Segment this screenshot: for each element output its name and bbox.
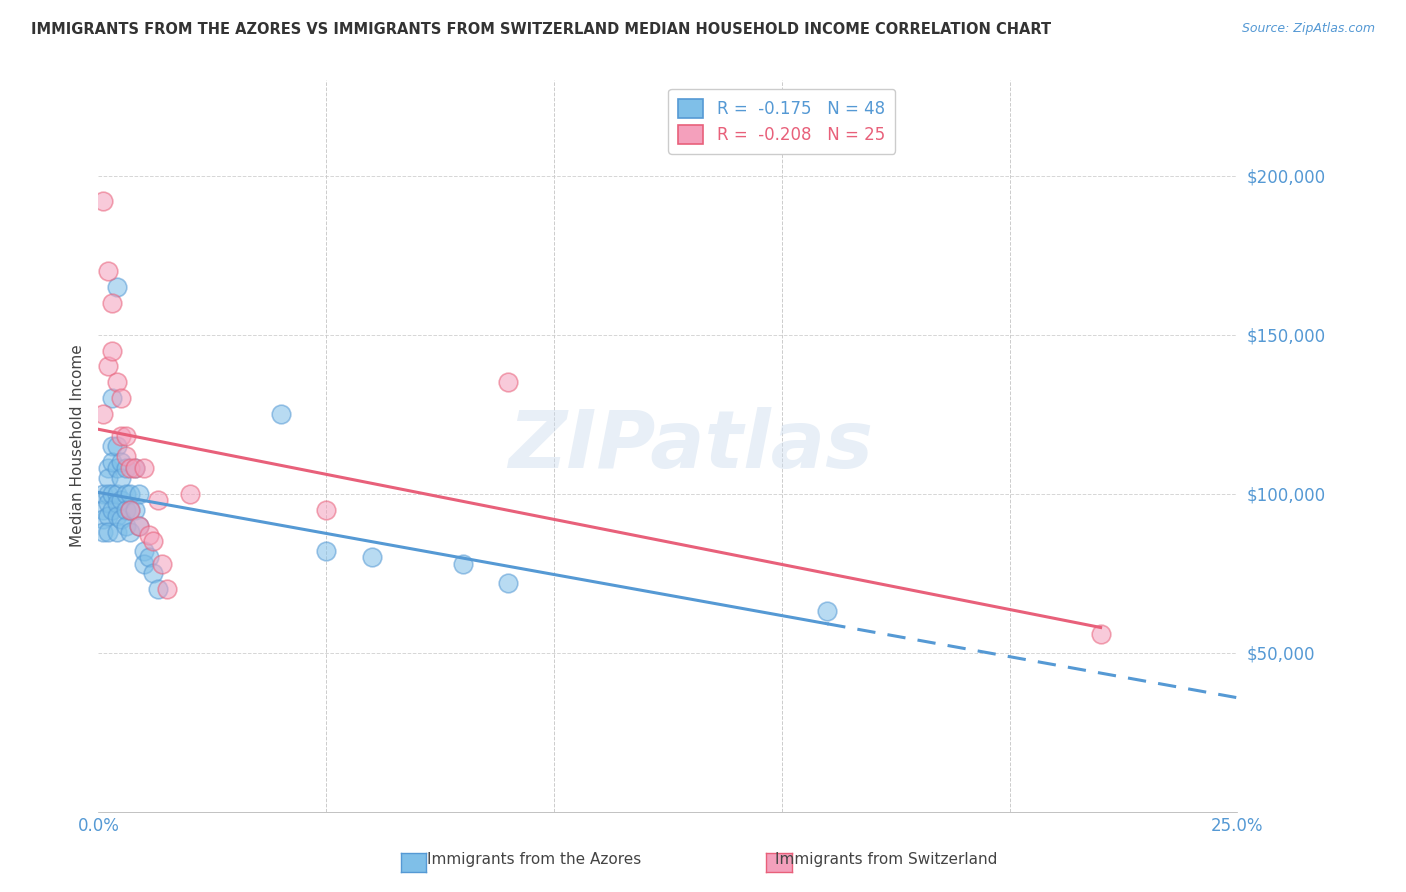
Text: ZIPatlas: ZIPatlas (508, 407, 873, 485)
Point (110, 471, 132, 485)
Point (120, 461, 142, 475)
Point (114, 429, 136, 443)
Point (114, 518, 136, 533)
Point (451, 557, 474, 571)
Point (132, 544, 155, 558)
Point (105, 496, 128, 510)
Point (96, 461, 118, 475)
Point (91, 486, 114, 500)
Point (179, 486, 201, 500)
Point (110, 455, 132, 469)
Point (105, 508, 128, 523)
Point (91, 407, 114, 421)
Point (156, 582, 179, 596)
Point (105, 461, 128, 475)
Point (124, 461, 146, 475)
Point (110, 429, 132, 443)
Point (270, 407, 292, 421)
Point (142, 566, 165, 581)
Point (105, 280, 128, 294)
Point (360, 550, 382, 565)
Point (101, 439, 124, 453)
Text: IMMIGRANTS FROM THE AZORES VS IMMIGRANTS FROM SWITZERLAND MEDIAN HOUSEHOLD INCOM: IMMIGRANTS FROM THE AZORES VS IMMIGRANTS… (31, 22, 1052, 37)
Point (498, 575, 520, 590)
Point (315, 544, 337, 558)
Point (96, 508, 118, 523)
Point (105, 524, 128, 539)
Point (96, 471, 118, 485)
Point (120, 486, 142, 500)
Point (138, 528, 160, 542)
Point (96, 524, 118, 539)
Point (114, 449, 136, 463)
Point (142, 534, 165, 549)
Point (146, 582, 169, 596)
Point (101, 486, 124, 500)
Point (91, 524, 114, 539)
Point (101, 502, 124, 516)
Point (150, 557, 173, 571)
Point (105, 376, 128, 390)
Point (128, 486, 150, 500)
Point (124, 502, 146, 516)
Point (96, 486, 118, 500)
Point (110, 493, 132, 508)
Point (110, 512, 132, 526)
Point (146, 493, 169, 508)
Point (96, 496, 118, 510)
Point (120, 524, 142, 539)
Point (815, 604, 838, 618)
Point (132, 461, 155, 475)
Point (120, 502, 142, 516)
Point (101, 392, 124, 406)
Point (105, 439, 128, 453)
Point (114, 486, 136, 500)
Point (114, 461, 136, 475)
Point (114, 502, 136, 516)
Point (91, 512, 114, 526)
Y-axis label: Median Household Income: Median Household Income (69, 344, 84, 548)
Point (128, 518, 150, 533)
Point (110, 392, 132, 406)
Point (315, 502, 337, 516)
Point (101, 455, 124, 469)
Point (91, 194, 114, 208)
Point (101, 296, 124, 310)
Point (124, 461, 146, 475)
Point (91, 502, 114, 516)
Point (132, 557, 155, 571)
Point (138, 550, 160, 565)
Point (105, 486, 128, 500)
Legend: R =  -0.175   N = 48, R =  -0.208   N = 25: R = -0.175 N = 48, R = -0.208 N = 25 (668, 88, 896, 153)
Point (120, 502, 142, 516)
Point (96, 359, 118, 374)
Point (101, 343, 124, 358)
Text: Immigrants from Switzerland: Immigrants from Switzerland (775, 852, 997, 867)
Point (128, 518, 150, 533)
Text: Source: ZipAtlas.com: Source: ZipAtlas.com (1241, 22, 1375, 36)
Point (1090, 626, 1112, 640)
Point (498, 376, 520, 390)
Point (96, 264, 118, 278)
Text: Immigrants from the Azores: Immigrants from the Azores (427, 852, 641, 867)
